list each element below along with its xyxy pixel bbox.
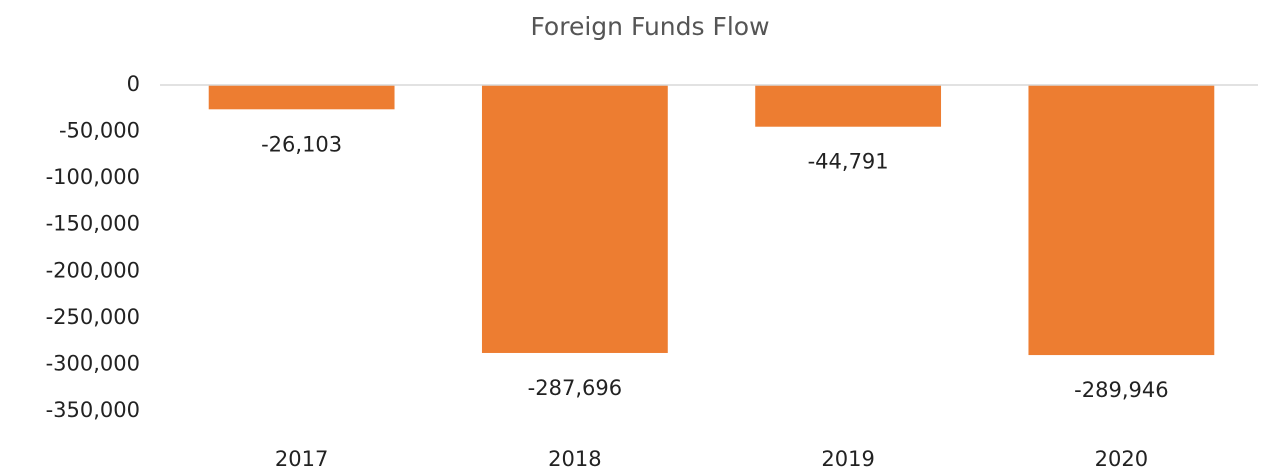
data-label: -26,103	[261, 132, 342, 156]
y-tick-label: -300,000	[46, 351, 140, 375]
y-tick-label: -250,000	[46, 305, 140, 329]
y-tick-label: -50,000	[59, 119, 140, 143]
x-tick-label: 2017	[275, 447, 328, 470]
data-label: -289,946	[1074, 378, 1168, 402]
data-label: -44,791	[808, 150, 889, 174]
y-tick-label: -100,000	[46, 165, 140, 189]
y-tick-label: -350,000	[46, 398, 140, 422]
bar	[481, 85, 668, 353]
y-tick-label: -150,000	[46, 212, 140, 236]
bar	[208, 85, 395, 110]
x-tick-label: 2018	[548, 447, 601, 470]
bar	[1028, 85, 1215, 356]
x-tick-label: 2020	[1095, 447, 1148, 470]
data-label: -287,696	[528, 376, 622, 400]
x-tick-label: 2019	[821, 447, 874, 470]
chart-title: Foreign Funds Flow	[530, 12, 769, 41]
y-tick-label: 0	[127, 72, 140, 96]
y-tick-label: -200,000	[46, 258, 140, 282]
bar	[755, 85, 942, 127]
